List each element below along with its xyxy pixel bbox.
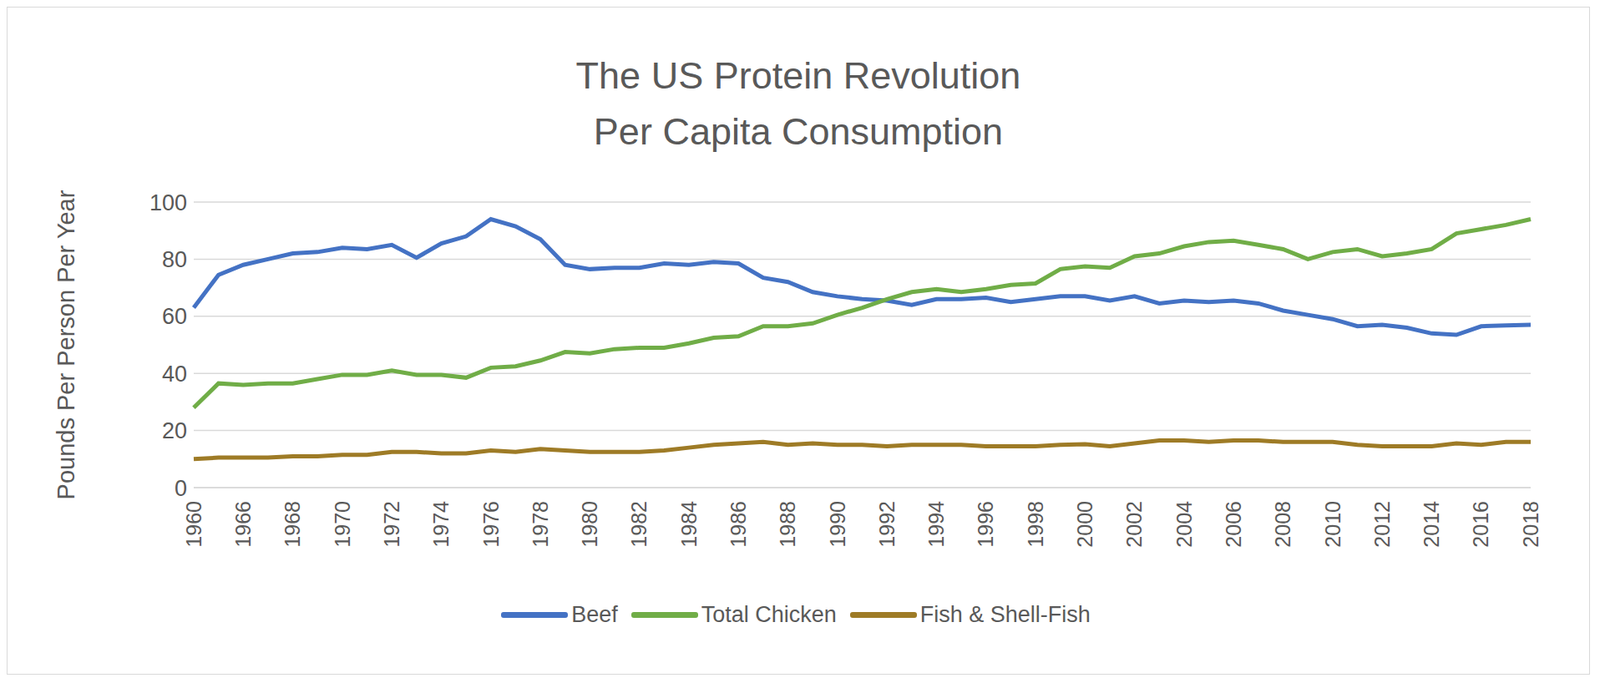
svg-text:1990: 1990 bbox=[825, 501, 850, 548]
svg-text:1988: 1988 bbox=[775, 501, 800, 548]
html-text:Per Capita Consumption: Per Capita Consumption bbox=[593, 110, 1004, 153]
svg-text:1986: 1986 bbox=[726, 501, 750, 548]
svg-text:1982: 1982 bbox=[627, 501, 651, 548]
svg-text:1960: 1960 bbox=[182, 501, 206, 548]
svg-text:1972: 1972 bbox=[379, 501, 404, 548]
svg-text:1968: 1968 bbox=[280, 501, 304, 548]
svg-text:1978: 1978 bbox=[528, 501, 552, 548]
svg-text:1984: 1984 bbox=[677, 501, 701, 548]
html-text:The US Protein Revolution: The US Protein Revolution bbox=[575, 54, 1021, 97]
svg-text:Pounds Per Person Per Year: Pounds Per Person Per Year bbox=[52, 189, 80, 500]
svg-text:80: 80 bbox=[162, 247, 188, 273]
html-text:Beef: Beef bbox=[571, 602, 618, 628]
svg-text:1998: 1998 bbox=[1023, 501, 1048, 548]
svg-text:2018: 2018 bbox=[1518, 501, 1543, 548]
svg-text:1980: 1980 bbox=[577, 501, 602, 548]
svg-text:0: 0 bbox=[174, 475, 188, 502]
svg-text:2014: 2014 bbox=[1419, 501, 1444, 548]
svg-text:1970: 1970 bbox=[330, 501, 355, 548]
svg-text:1976: 1976 bbox=[479, 501, 503, 548]
svg-text:60: 60 bbox=[162, 303, 188, 330]
svg-text:1994: 1994 bbox=[924, 501, 948, 548]
svg-text:1966: 1966 bbox=[231, 501, 255, 548]
svg-text:2006: 2006 bbox=[1221, 501, 1246, 548]
svg-text:100: 100 bbox=[149, 190, 188, 216]
html-text:Total Chicken: Total Chicken bbox=[701, 602, 837, 628]
svg-text:2004: 2004 bbox=[1172, 501, 1196, 548]
svg-text:2012: 2012 bbox=[1370, 501, 1394, 548]
svg-text:20: 20 bbox=[162, 418, 188, 444]
svg-text:1974: 1974 bbox=[429, 501, 453, 548]
svg-text:2008: 2008 bbox=[1270, 501, 1295, 548]
svg-text:1992: 1992 bbox=[875, 501, 899, 548]
svg-text:40: 40 bbox=[162, 361, 188, 387]
svg-text:2016: 2016 bbox=[1468, 501, 1493, 548]
svg-text:2010: 2010 bbox=[1321, 501, 1345, 548]
html-text:Fish & Shell-Fish: Fish & Shell-Fish bbox=[920, 602, 1091, 628]
svg-text:2000: 2000 bbox=[1073, 501, 1097, 548]
svg-text:2002: 2002 bbox=[1122, 501, 1146, 548]
svg-text:1996: 1996 bbox=[973, 501, 998, 548]
